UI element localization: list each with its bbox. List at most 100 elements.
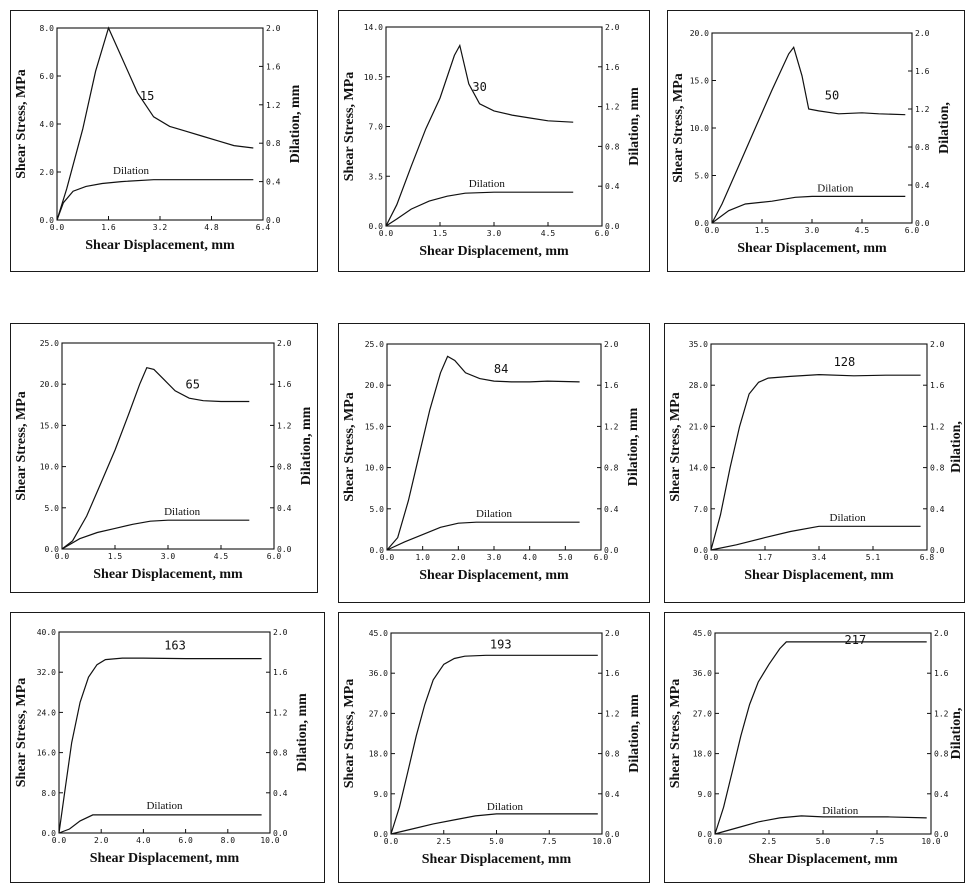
x-axis-title: Shear Displacement, mm	[419, 244, 569, 259]
plot-frame	[58, 631, 271, 834]
normal-stress-label: 30	[472, 80, 486, 94]
x-axis-title: Shear Displacement, mm	[422, 852, 572, 867]
y-tick-label: 40.0	[37, 628, 56, 637]
y2-tick-label: 2.0	[277, 339, 292, 348]
shear-stress-curve	[386, 355, 580, 551]
y-tick-label: 7.0	[369, 123, 384, 132]
y-tick-label: 18.0	[693, 750, 712, 759]
y-tick-label: 15.0	[365, 422, 384, 431]
y-tick-label: 20.0	[40, 380, 59, 389]
chart-panel-2: 0.0 1.5 3.0 4.5 6.0 0.0 3.5 7.0 10.5 14.0 0.0 0.4 0.…	[338, 10, 650, 272]
y-tick-label: 7.0	[694, 505, 709, 514]
y2-axis-title: Dilation, mm	[299, 406, 314, 485]
y2-tick-label: 0.4	[266, 178, 281, 187]
dilation-curve	[710, 525, 921, 551]
y-tick-label: 0.0	[374, 830, 389, 839]
y2-tick-label: 0.0	[930, 546, 945, 555]
y2-tick-label: 1.2	[930, 422, 945, 431]
y-tick-label: 15.0	[690, 77, 709, 86]
plot-frame	[56, 27, 264, 221]
x-tick-label: 6.0	[594, 553, 609, 562]
chart-1-svg: 0.0 1.6 3.2 4.8 6.40.02.04.06.08.00.00.40.81…	[14, 24, 303, 253]
y-tick-label: 9.0	[374, 790, 389, 799]
y-tick-label: 0.0	[369, 222, 384, 231]
y-tick-label: 4.0	[40, 120, 55, 129]
y2-axis-title: Dilation,	[937, 102, 952, 154]
y2-tick-label: 1.2	[277, 421, 292, 430]
y-tick-label: 2.0	[40, 168, 55, 177]
y2-tick-label: 1.6	[273, 668, 288, 677]
y2-tick-label: 0.4	[604, 505, 619, 514]
x-tick-label: 2.5	[437, 837, 452, 846]
y2-tick-label: 0.4	[605, 790, 620, 799]
y2-tick-label: 0.8	[604, 464, 619, 473]
x-axis-title: Shear Displacement, mm	[93, 567, 243, 582]
y2-tick-label: 0.0	[273, 829, 288, 838]
y-tick-label: 35.0	[689, 340, 708, 349]
y-tick-label: 8.0	[40, 24, 55, 33]
y2-axis-title: Dilation, mm	[627, 87, 642, 166]
x-tick-label: 1.6	[101, 223, 116, 232]
x-tick-label: 2.0	[94, 836, 109, 845]
x-tick-label: 2.5	[762, 837, 777, 846]
y-axis-title: Shear Stress, MPa	[14, 69, 29, 179]
y2-axis-title: Dilation, mm	[626, 407, 641, 486]
y2-tick-label: 1.2	[915, 105, 930, 114]
normal-stress-label: 128	[834, 355, 856, 369]
y2-tick-label: 0.0	[277, 545, 292, 554]
y-tick-label: 24.0	[37, 708, 56, 717]
x-tick-label: 0.0	[52, 836, 67, 845]
y-axis-title: Shear Stress, MPa	[14, 678, 29, 788]
y2-tick-label: 0.8	[930, 464, 945, 473]
x-axis-title: Shear Displacement, mm	[737, 241, 887, 256]
x-tick-label: 4.5	[541, 229, 556, 238]
x-tick-label: 0.0	[380, 553, 395, 562]
y2-tick-label: 0.0	[605, 222, 620, 231]
chart-9-svg: 0.0 2.5 5.0 7.5 10.00.09.018.027.036.045.00.…	[668, 629, 964, 867]
y-tick-label: 8.0	[42, 789, 57, 798]
y-tick-label: 9.0	[698, 790, 713, 799]
y-tick-label: 5.0	[45, 504, 60, 513]
y2-tick-label: 0.8	[277, 463, 292, 472]
chart-panel-8: 0.0 2.5 5.0 7.5 10.0 0.0 9.0 18.0 27.0 36.0 45.0 0.…	[338, 612, 650, 883]
chart-panel-4: 0.0 1.5 3.0 4.5 6.0 0.0 5.0 10.0 15.0 20.0 25.0 0.0…	[10, 323, 318, 593]
x-tick-label: 2.0	[451, 553, 466, 562]
x-tick-label: 4.5	[214, 552, 229, 561]
shear-stress-curve	[61, 366, 250, 550]
y-tick-label: 0.0	[698, 830, 713, 839]
normal-stress-label: 193	[490, 638, 512, 652]
y-tick-label: 3.5	[369, 172, 384, 181]
chart-2-svg: 0.0 1.5 3.0 4.5 6.00.03.57.010.514.00.00.40.…	[342, 23, 642, 259]
x-tick-label: 5.0	[489, 837, 504, 846]
normal-stress-label: 84	[494, 362, 508, 376]
x-tick-label: 0.0	[705, 226, 720, 235]
chart-panel-3: 0.0 1.5 3.0 4.5 6.0 0.0 5.0 10.0 15.0 20.0 0.0 0.4 0…	[667, 10, 965, 272]
y-tick-label: 15.0	[40, 421, 59, 430]
dilation-curve	[58, 814, 262, 834]
y2-tick-label: 0.8	[915, 143, 930, 152]
y-axis-title: Shear Stress, MPa	[342, 679, 357, 789]
plot-frame	[711, 32, 913, 224]
y2-axis-title: Dilation,	[949, 708, 964, 760]
y2-tick-label: 2.0	[930, 340, 945, 349]
shear-stress-curve	[714, 641, 927, 835]
chart-panel-9: 0.0 2.5 5.0 7.5 10.0 0.0 9.0 18.0 27.0 36.0 45.0 0.…	[664, 612, 965, 883]
y-tick-label: 20.0	[365, 381, 384, 390]
dilation-label: Dilation	[469, 178, 506, 190]
normal-stress-label: 217	[845, 633, 867, 647]
dilation-label: Dilation	[113, 165, 150, 177]
shear-stress-curve	[58, 657, 262, 834]
y-tick-label: 36.0	[693, 669, 712, 678]
x-axis-title: Shear Displacement, mm	[744, 568, 894, 583]
y2-tick-label: 2.0	[934, 629, 949, 638]
y2-tick-label: 1.6	[934, 669, 949, 678]
y2-tick-label: 0.0	[934, 830, 949, 839]
y2-tick-label: 2.0	[605, 629, 620, 638]
x-tick-label: 10.0	[260, 836, 279, 845]
x-axis-title: Shear Displacement, mm	[85, 238, 235, 253]
x-tick-label: 1.0	[415, 553, 430, 562]
x-tick-label: 10.0	[921, 837, 940, 846]
x-tick-label: 3.4	[812, 553, 827, 562]
normal-stress-label: 15	[140, 89, 154, 103]
chart-7-svg: 0.0 2.0 4.0 6.0 8.0 10.00.08.016.024.032.040.…	[14, 628, 310, 866]
